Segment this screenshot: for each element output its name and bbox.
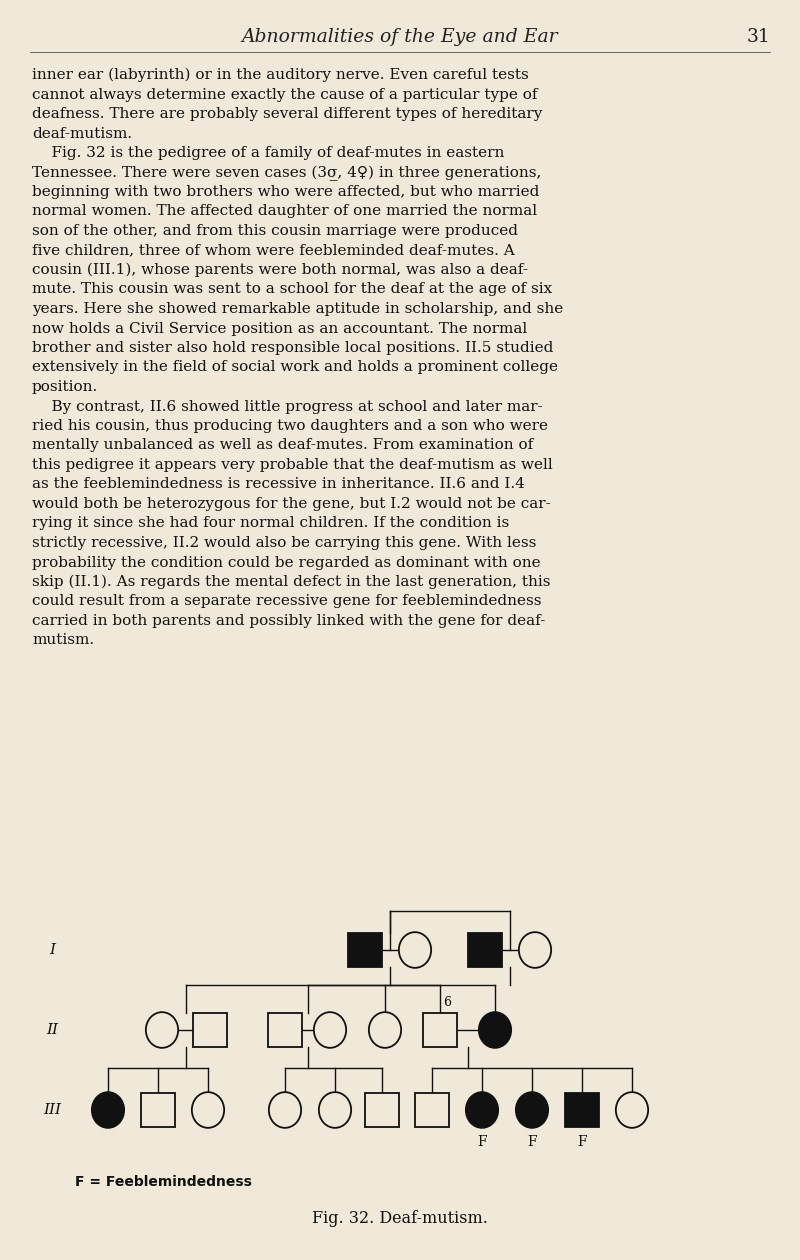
Text: extensively in the field of social work and holds a prominent college: extensively in the field of social work … [32, 360, 558, 374]
Text: mute. This cousin was sent to a school for the deaf at the age of six: mute. This cousin was sent to a school f… [32, 282, 552, 296]
Ellipse shape [616, 1092, 648, 1128]
Ellipse shape [369, 1012, 401, 1048]
Text: cousin (III.1), whose parents were both normal, was also a deaf-: cousin (III.1), whose parents were both … [32, 263, 528, 277]
Ellipse shape [399, 932, 431, 968]
Text: brother and sister also hold responsible local positions. II.5 studied: brother and sister also hold responsible… [32, 341, 554, 355]
Text: skip (II.1). As regards the mental defect in the last generation, this: skip (II.1). As regards the mental defec… [32, 575, 550, 590]
Text: beginning with two brothers who were affected, but who married: beginning with two brothers who were aff… [32, 185, 539, 199]
Ellipse shape [146, 1012, 178, 1048]
Text: F: F [477, 1135, 487, 1149]
Bar [423, 1013, 457, 1047]
Text: this pedigree it appears very probable that the deaf-mutism as well: this pedigree it appears very probable t… [32, 457, 553, 472]
Text: deafness. There are probably several different types of hereditary: deafness. There are probably several dif… [32, 107, 542, 121]
Ellipse shape [92, 1092, 124, 1128]
Text: carried in both parents and possibly linked with the gene for deaf-: carried in both parents and possibly lin… [32, 614, 546, 627]
Text: normal women. The affected daughter of one married the normal: normal women. The affected daughter of o… [32, 204, 537, 218]
Text: now holds a Civil Service position as an accountant. The normal: now holds a Civil Service position as an… [32, 321, 527, 335]
Text: Fig. 32 is the pedigree of a family of deaf-mutes in eastern: Fig. 32 is the pedigree of a family of d… [32, 146, 504, 160]
Text: mentally unbalanced as well as deaf-mutes. From examination of: mentally unbalanced as well as deaf-mute… [32, 438, 534, 452]
Text: I: I [49, 942, 55, 958]
Text: could result from a separate recessive gene for feeblemindedness: could result from a separate recessive g… [32, 595, 542, 609]
Text: Abnormalities of the Eye and Ear: Abnormalities of the Eye and Ear [242, 28, 558, 47]
Text: mutism.: mutism. [32, 634, 94, 648]
Ellipse shape [319, 1092, 351, 1128]
Ellipse shape [269, 1092, 301, 1128]
Text: F: F [527, 1135, 537, 1149]
Text: By contrast, II.6 showed little progress at school and later mar-: By contrast, II.6 showed little progress… [32, 399, 542, 413]
Bar [193, 1013, 227, 1047]
Text: inner ear (labyrinth) or in the auditory nerve. Even careful tests: inner ear (labyrinth) or in the auditory… [32, 68, 529, 82]
Text: position.: position. [32, 381, 98, 394]
Text: F: F [577, 1135, 587, 1149]
Text: would both be heterozygous for the gene, but I.2 would not be car-: would both be heterozygous for the gene,… [32, 496, 550, 512]
Ellipse shape [516, 1092, 548, 1128]
Text: Tennessee. There were seven cases (3σ̲, 4♀) in three generations,: Tennessee. There were seven cases (3σ̲, … [32, 165, 542, 180]
Text: five children, three of whom were feebleminded deaf-mutes. A: five children, three of whom were feeble… [32, 243, 514, 257]
Text: 6: 6 [443, 995, 451, 1009]
Text: strictly recessive, II.2 would also be carrying this gene. With less: strictly recessive, II.2 would also be c… [32, 536, 536, 551]
Text: as the feeblemindedness is recessive in inheritance. II.6 and I.4: as the feeblemindedness is recessive in … [32, 478, 525, 491]
Text: II: II [46, 1023, 58, 1037]
Text: son of the other, and from this cousin marriage were produced: son of the other, and from this cousin m… [32, 224, 518, 238]
Bar [365, 1092, 399, 1126]
Ellipse shape [192, 1092, 224, 1128]
Ellipse shape [466, 1092, 498, 1128]
Text: cannot always determine exactly the cause of a particular type of: cannot always determine exactly the caus… [32, 87, 538, 102]
Text: Fig. 32. Deaf-mutism.: Fig. 32. Deaf-mutism. [312, 1210, 488, 1227]
Ellipse shape [519, 932, 551, 968]
Text: deaf-mutism.: deaf-mutism. [32, 126, 132, 141]
Bar [348, 932, 382, 966]
Bar [565, 1092, 599, 1126]
Text: rying it since she had four normal children. If the condition is: rying it since she had four normal child… [32, 517, 510, 530]
Bar [141, 1092, 175, 1126]
Text: F = Feeblemindedness: F = Feeblemindedness [75, 1176, 252, 1189]
Text: 31: 31 [746, 28, 770, 47]
Text: III: III [43, 1102, 61, 1118]
Ellipse shape [314, 1012, 346, 1048]
Bar [415, 1092, 449, 1126]
Text: probability the condition could be regarded as dominant with one: probability the condition could be regar… [32, 556, 541, 570]
Bar [268, 1013, 302, 1047]
Ellipse shape [479, 1012, 511, 1048]
Bar [468, 932, 502, 966]
Text: ried his cousin, thus producing two daughters and a son who were: ried his cousin, thus producing two daug… [32, 420, 548, 433]
Text: years. Here she showed remarkable aptitude in scholarship, and she: years. Here she showed remarkable aptitu… [32, 302, 563, 316]
